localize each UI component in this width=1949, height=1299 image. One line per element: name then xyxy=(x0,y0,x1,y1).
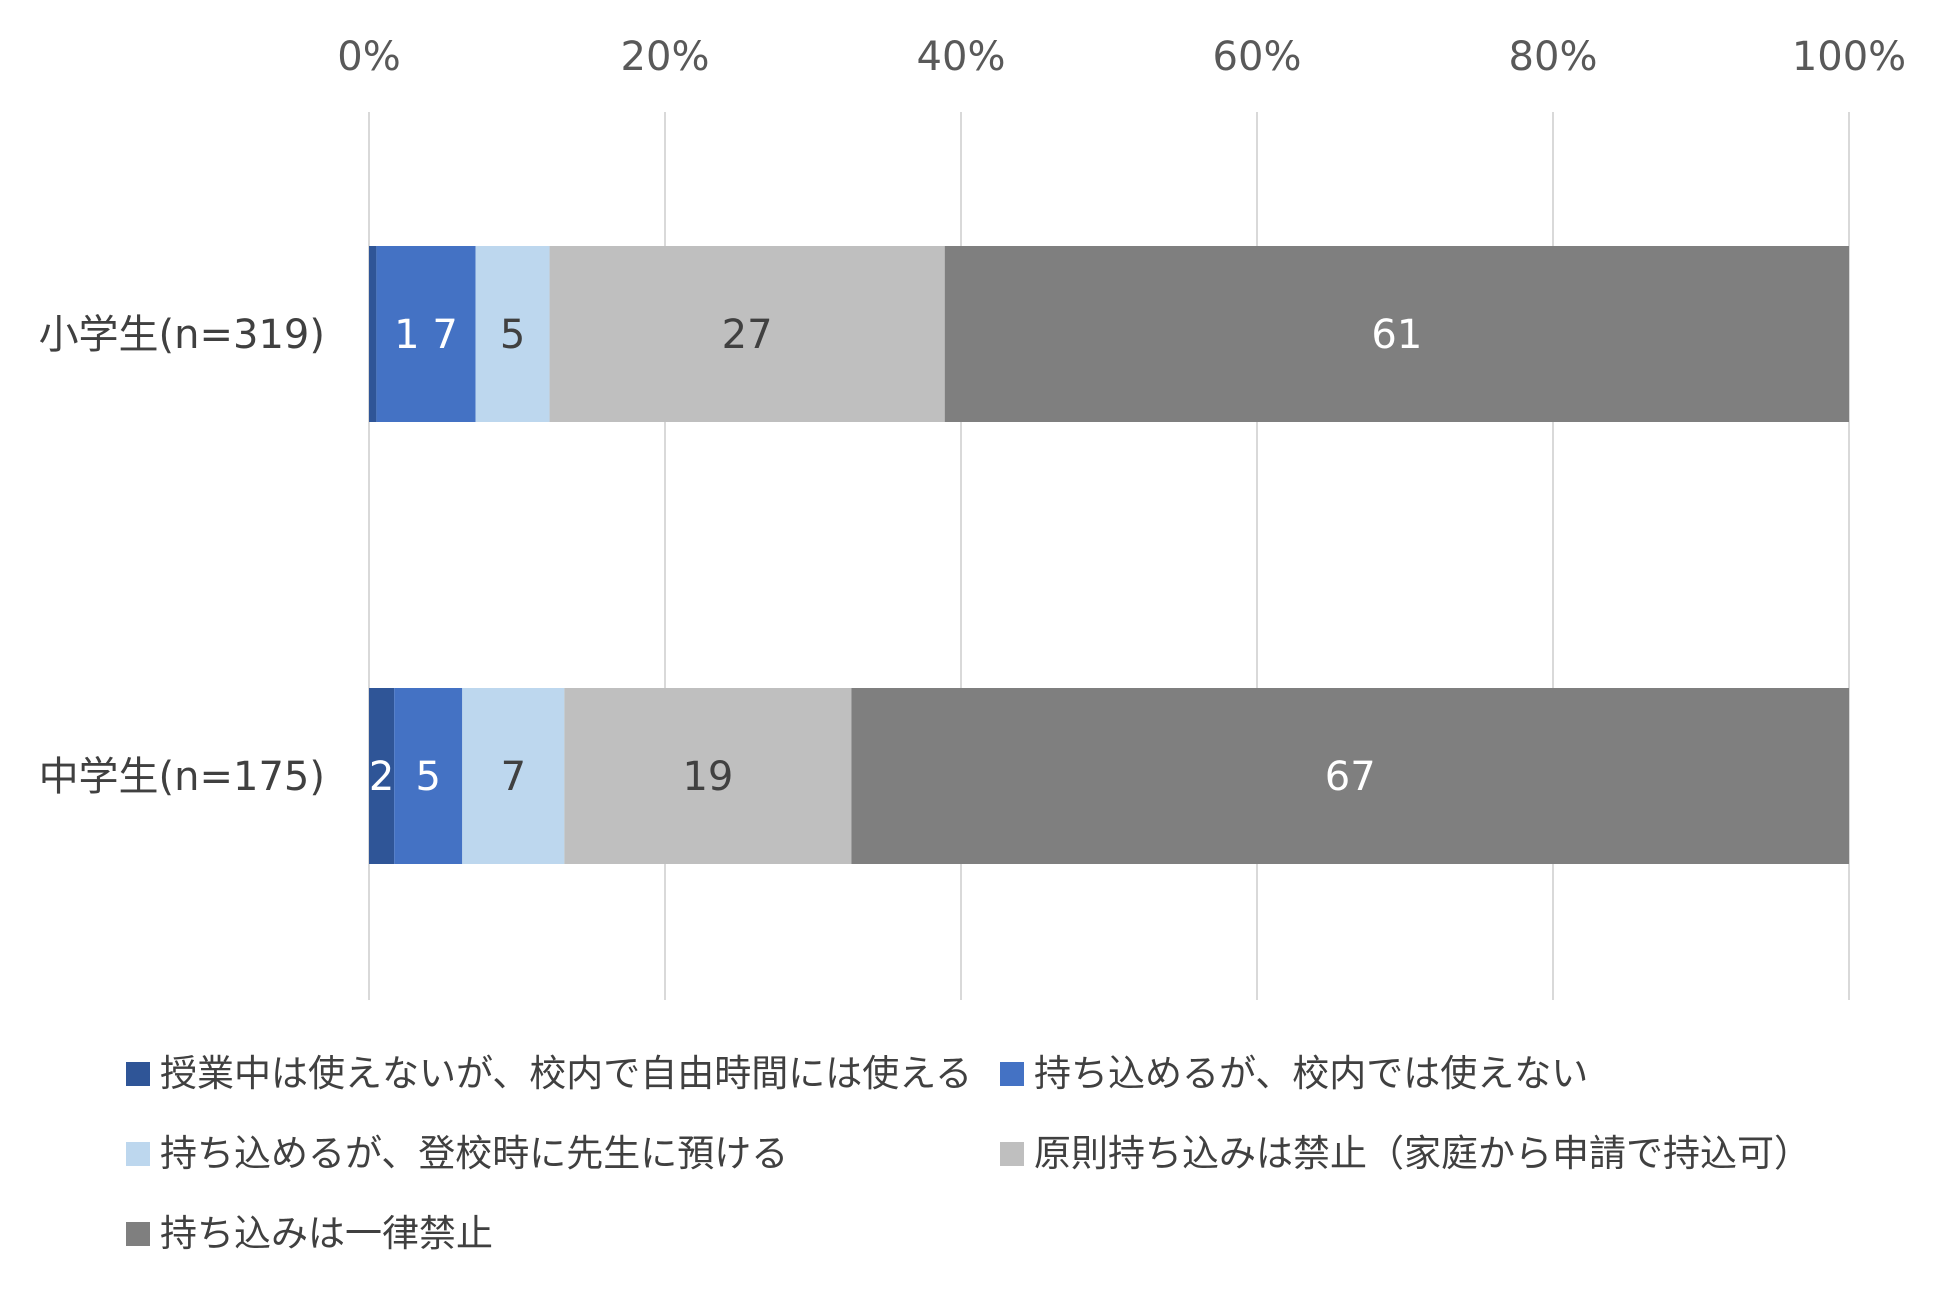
category-label: 小学生(n=319) xyxy=(39,312,325,358)
data-label: 67 xyxy=(1325,754,1376,800)
x-axis-tick-labels: 0% 20% 40% 60% 80% 100% xyxy=(337,34,1906,80)
bar-segments xyxy=(369,246,1849,864)
bar-segment xyxy=(944,246,1849,422)
bar-segment xyxy=(369,688,395,864)
x-tick-label: 60% xyxy=(1213,34,1302,80)
legend-swatch xyxy=(126,1142,150,1166)
data-label: 1 7 xyxy=(394,312,458,358)
legend-label: 持ち込めるが、校内では使えない xyxy=(1034,1052,1588,1095)
data-label: 27 xyxy=(722,312,773,358)
data-label: 2 xyxy=(369,754,394,800)
x-tick-label: 20% xyxy=(621,34,710,80)
x-tick-label: 80% xyxy=(1509,34,1598,80)
data-label: 61 xyxy=(1371,312,1422,358)
bar-segment xyxy=(564,688,852,864)
bar-segment xyxy=(475,246,550,422)
data-label: 7 xyxy=(501,754,526,800)
bar-segment xyxy=(394,688,463,864)
bar-segment xyxy=(376,246,476,422)
x-tick-label: 0% xyxy=(337,34,400,80)
legend-swatch xyxy=(1000,1062,1024,1086)
x-tick-label: 40% xyxy=(917,34,1006,80)
category-label: 中学生(n=175) xyxy=(39,754,325,800)
legend-label: 持ち込みは一律禁止 xyxy=(160,1212,493,1255)
legend-label: 授業中は使えないが、校内で自由時間には使える xyxy=(160,1052,972,1095)
bar-segment xyxy=(369,246,377,422)
data-label: 5 xyxy=(500,312,525,358)
category-labels: 小学生(n=319) 中学生(n=175) xyxy=(39,312,325,800)
data-label: 5 xyxy=(415,754,440,800)
legend-swatch xyxy=(126,1222,150,1246)
bar-segment xyxy=(549,246,945,422)
gridlines xyxy=(368,112,1850,1000)
legend: 授業中は使えないが、校内で自由時間には使える 持ち込めるが、校内では使えない持ち込… xyxy=(126,1052,1811,1255)
data-label: 19 xyxy=(682,754,733,800)
data-labels: 1 7 5 27 612 5 7 19 67 xyxy=(369,312,1422,800)
legend-swatch xyxy=(1000,1142,1024,1166)
x-tick-label: 100% xyxy=(1792,34,1906,80)
bar-segment xyxy=(851,688,1849,864)
legend-label: 原則持ち込みは禁止（家庭から申請で持込可） xyxy=(1034,1132,1811,1175)
legend-label: 持ち込めるが、登校時に先生に預ける xyxy=(160,1132,788,1175)
bar-segment xyxy=(462,688,565,864)
legend-swatch xyxy=(126,1062,150,1086)
